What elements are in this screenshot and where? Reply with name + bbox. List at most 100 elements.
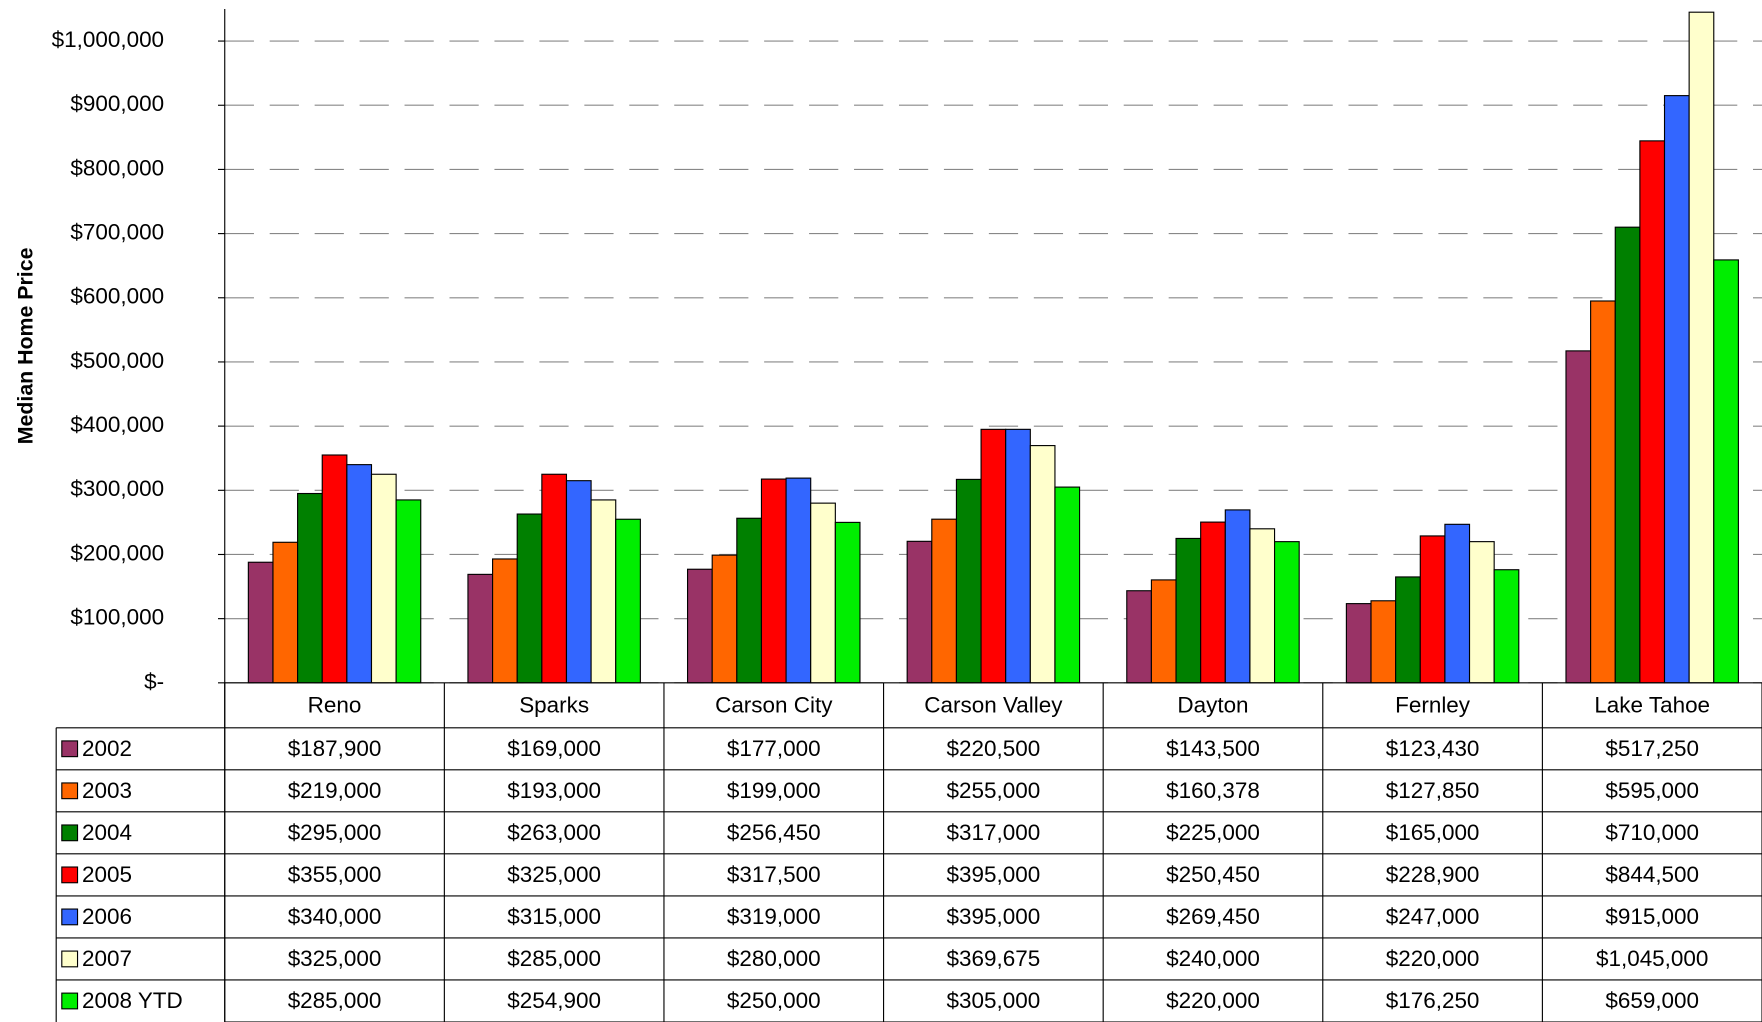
legend-label: 2006 [82, 904, 132, 929]
bar [1150, 579, 1177, 684]
y-tick-label: $400,000 [70, 412, 164, 437]
bar [1565, 350, 1592, 684]
table-cell: $285,000 [288, 988, 382, 1013]
table-cell: $250,000 [727, 988, 821, 1013]
bar [785, 477, 812, 684]
bar [1249, 528, 1276, 684]
table-cell: $199,000 [727, 778, 821, 803]
legend-swatch [61, 950, 79, 968]
table-cell: $269,450 [1166, 904, 1260, 929]
legend-label: 2008 YTD [82, 988, 183, 1013]
bar [272, 541, 299, 684]
bar [541, 473, 568, 684]
y-tick-label: $600,000 [70, 284, 164, 309]
table-cell: $315,000 [507, 904, 601, 929]
table-cell: $255,000 [947, 778, 1041, 803]
bar [1175, 537, 1202, 684]
bar [1590, 300, 1616, 684]
bar [980, 428, 1007, 684]
y-tick-label: $- [144, 669, 164, 694]
legend-swatch [61, 992, 79, 1010]
table-cell: $225,000 [1166, 820, 1260, 845]
bar [590, 499, 617, 684]
y-tick-label: $700,000 [70, 220, 164, 245]
table-cell: $325,000 [507, 862, 601, 887]
table-cell: $317,500 [727, 862, 821, 887]
y-tick-label: $100,000 [70, 605, 164, 630]
table-cell: $143,500 [1166, 736, 1260, 761]
bar [1370, 600, 1397, 684]
table-cell: $256,450 [727, 820, 821, 845]
bar [1688, 11, 1715, 684]
table-cell: $369,675 [947, 946, 1041, 971]
bar [1663, 95, 1690, 684]
table-cell: $240,000 [1166, 946, 1260, 971]
table-cell: $228,900 [1386, 862, 1480, 887]
bar [1005, 428, 1031, 684]
bar [1639, 140, 1666, 684]
legend-swatch [61, 824, 79, 842]
table-cell: $319,000 [727, 904, 821, 929]
table-cell: $595,000 [1605, 778, 1699, 803]
bar [1614, 226, 1641, 684]
y-tick-label: $800,000 [70, 155, 164, 180]
table-cell: $915,000 [1605, 904, 1699, 929]
bar [321, 454, 348, 684]
bar [1273, 541, 1300, 684]
bar [906, 540, 933, 684]
table-cell: $317,000 [947, 820, 1041, 845]
legend-label: 2003 [82, 778, 132, 803]
table-cell: $219,000 [288, 778, 382, 803]
x-tick-label: Lake Tahoe [1594, 692, 1710, 717]
table-cell: $127,850 [1386, 778, 1480, 803]
table-cell: $285,000 [507, 946, 601, 971]
bar [516, 513, 543, 684]
bar [1493, 569, 1520, 684]
y-tick-label: $1,000,000 [52, 27, 164, 52]
legend-label: 2002 [82, 736, 132, 761]
legend-swatch [61, 782, 79, 800]
legend-label: 2004 [82, 820, 132, 845]
legend-swatch [61, 908, 79, 926]
bar [492, 558, 518, 684]
y-axis-label: Median Home Price [14, 247, 38, 444]
bar [931, 518, 957, 684]
x-tick-label: Carson City [715, 692, 833, 717]
table-cell: $177,000 [727, 736, 821, 761]
table-cell: $395,000 [947, 904, 1041, 929]
table-cell: $176,250 [1386, 988, 1480, 1013]
x-tick-label: Sparks [519, 692, 589, 717]
table-cell: $1,045,000 [1596, 946, 1708, 971]
table-cell: $659,000 [1605, 988, 1699, 1013]
table-cell: $395,000 [947, 862, 1041, 887]
bar [1468, 541, 1495, 684]
y-tick-label: $900,000 [70, 91, 164, 116]
bar [1444, 523, 1471, 684]
bar [1419, 535, 1446, 684]
bar [760, 478, 787, 684]
table-cell: $305,000 [947, 988, 1041, 1013]
x-tick-label: Fernley [1395, 692, 1471, 717]
bar [346, 464, 373, 684]
bar [467, 573, 494, 684]
table-cell: $220,000 [1166, 988, 1260, 1013]
y-tick-label: $500,000 [70, 348, 164, 373]
table-cell: $263,000 [507, 820, 601, 845]
table-cell: $295,000 [288, 820, 382, 845]
bar [297, 492, 323, 684]
bar [395, 499, 422, 684]
table-cell: $169,000 [507, 736, 601, 761]
table-cell: $250,450 [1166, 862, 1260, 887]
x-tick-label: Carson Valley [924, 692, 1063, 717]
table-cell: $355,000 [288, 862, 382, 887]
table-cell: $325,000 [288, 946, 382, 971]
table-cell: $165,000 [1386, 820, 1480, 845]
legend-swatch [61, 740, 79, 758]
table-cell: $844,500 [1605, 862, 1699, 887]
table-cell: $220,500 [947, 736, 1041, 761]
table-cell: $123,430 [1386, 736, 1480, 761]
bar [370, 473, 397, 684]
legend-label: 2007 [82, 946, 132, 971]
